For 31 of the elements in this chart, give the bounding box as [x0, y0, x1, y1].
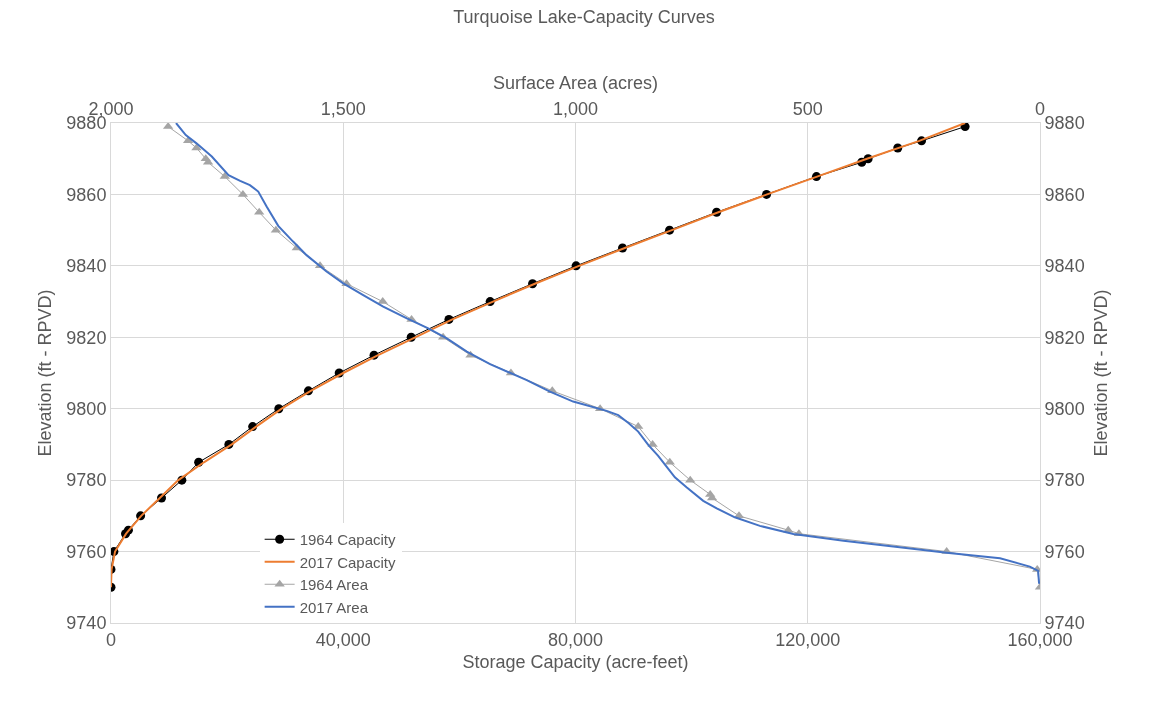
y-tick-label: 9800 — [66, 399, 107, 420]
x2-tick-label: 0 — [1034, 98, 1046, 119]
legend-label: 1964 Area — [299, 576, 369, 594]
x2-tick-label: 1,500 — [320, 98, 366, 119]
x-axis-title: Storage Capacity (acre-feet) — [462, 651, 689, 672]
y2-axis-title: Elevation (ft - RPVD) — [1090, 289, 1111, 457]
chart-title: Turquoise Lake-Capacity Curves — [453, 7, 715, 28]
y-axis-title: Elevation (ft - RPVD) — [34, 289, 55, 457]
x2-axis-title: Surface Area (acres) — [492, 73, 659, 93]
y2-tick-label: 9780 — [1044, 470, 1085, 491]
y2-tick-label: 9840 — [1044, 256, 1085, 277]
y2-tick-label: 9800 — [1044, 399, 1085, 420]
y2-tick-label: 9880 — [1044, 113, 1085, 134]
y-tick-label: 9740 — [66, 613, 107, 634]
y-tick-label: 9760 — [66, 541, 107, 562]
x-tick-label: 80,000 — [547, 629, 604, 650]
x-tick-label: 120,000 — [775, 629, 841, 650]
legend-label: 1964 Capacity — [299, 531, 397, 549]
y-tick-label: 9780 — [66, 470, 107, 491]
legend-label: 2017 Capacity — [299, 553, 397, 571]
y2-tick-label: 9760 — [1044, 541, 1085, 562]
y2-tick-label: 9860 — [1044, 184, 1085, 205]
y-tick-label: 9820 — [66, 327, 107, 348]
y-tick-label: 9840 — [66, 256, 107, 277]
x2-tick-label: 500 — [792, 98, 823, 119]
legend-label: 2017 Area — [299, 598, 369, 616]
y2-tick-label: 9820 — [1044, 327, 1085, 348]
x2-tick-label: 1,000 — [552, 98, 599, 119]
y-tick-label: 9860 — [66, 184, 107, 205]
x-tick-label: 0 — [105, 629, 117, 650]
x-tick-label: 40,000 — [315, 629, 371, 650]
